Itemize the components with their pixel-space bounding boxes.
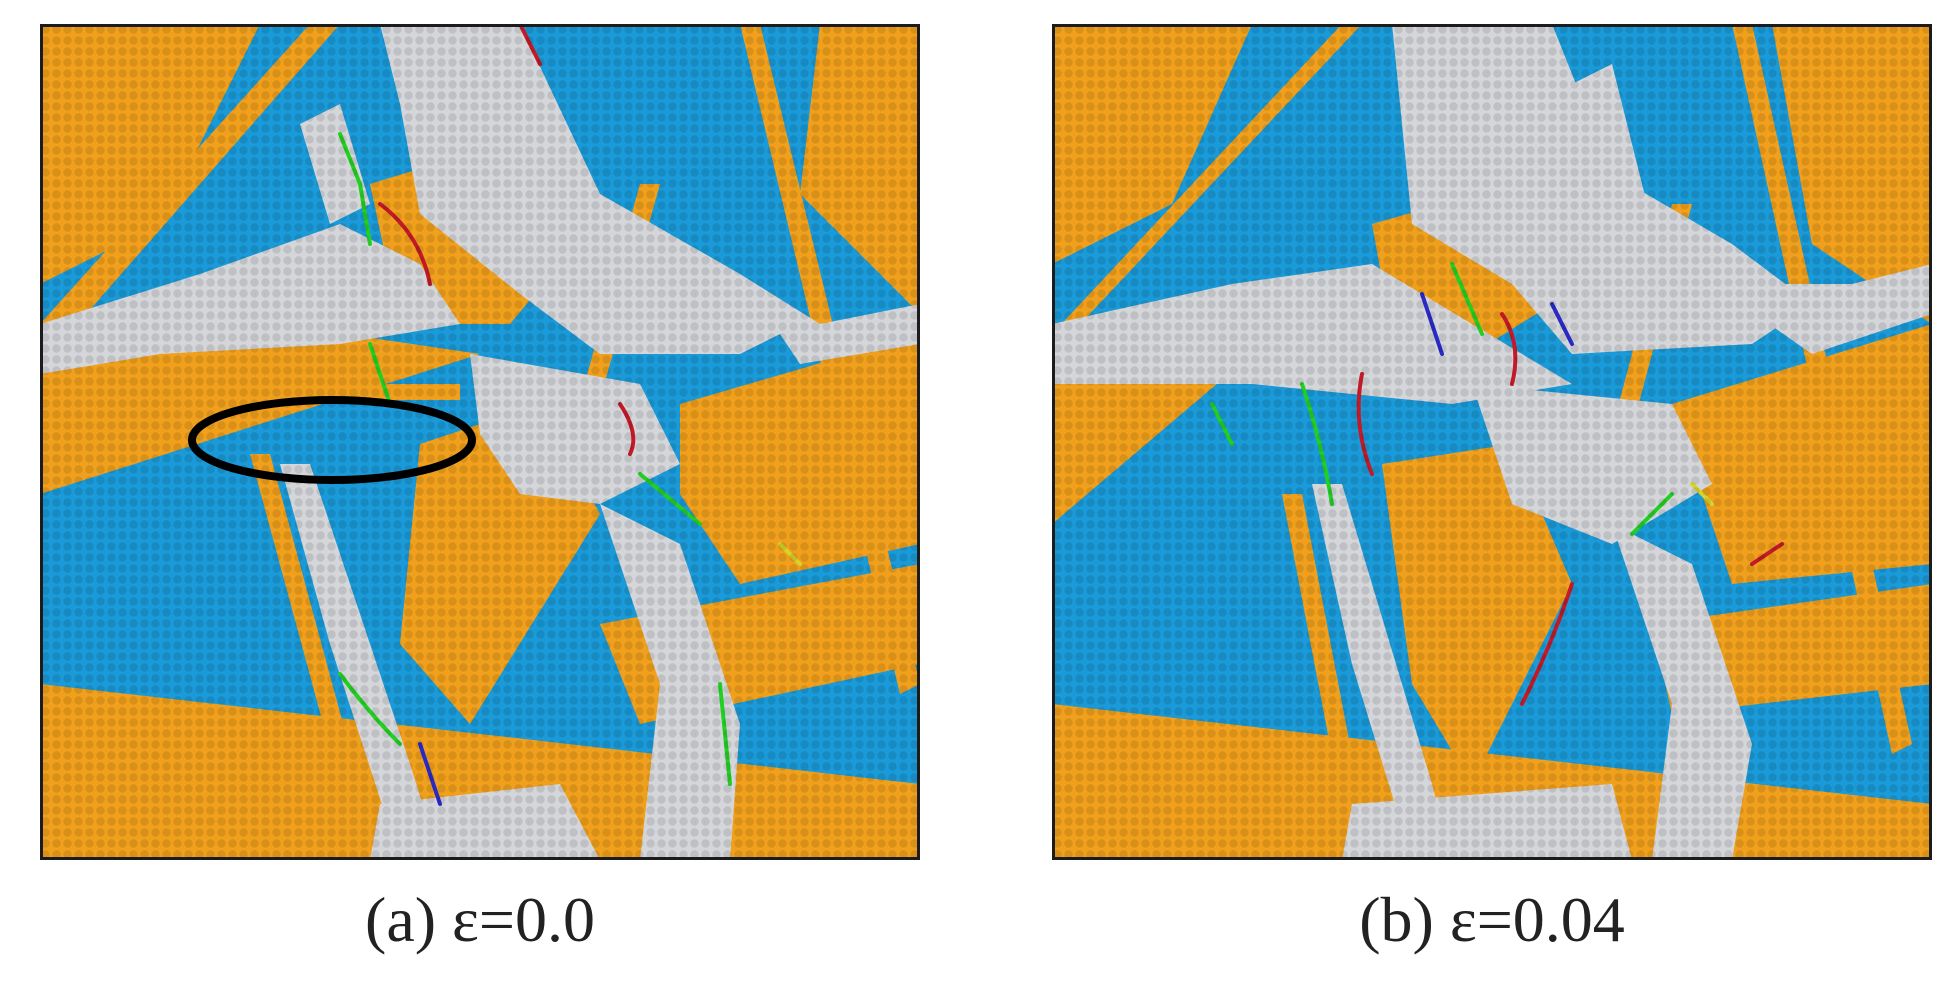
atomistic-snapshot-b	[1052, 24, 1932, 860]
panel-frame	[1052, 24, 1932, 860]
panel-a	[40, 24, 920, 860]
highlight-ellipse	[188, 396, 476, 484]
panel-frame	[40, 24, 920, 860]
caption-b: (b) ε=0.04	[1359, 884, 1625, 955]
atomistic-snapshot-a	[40, 24, 920, 860]
caption-a: (a) ε=0.0	[365, 884, 595, 955]
panel-b	[1052, 24, 1932, 860]
